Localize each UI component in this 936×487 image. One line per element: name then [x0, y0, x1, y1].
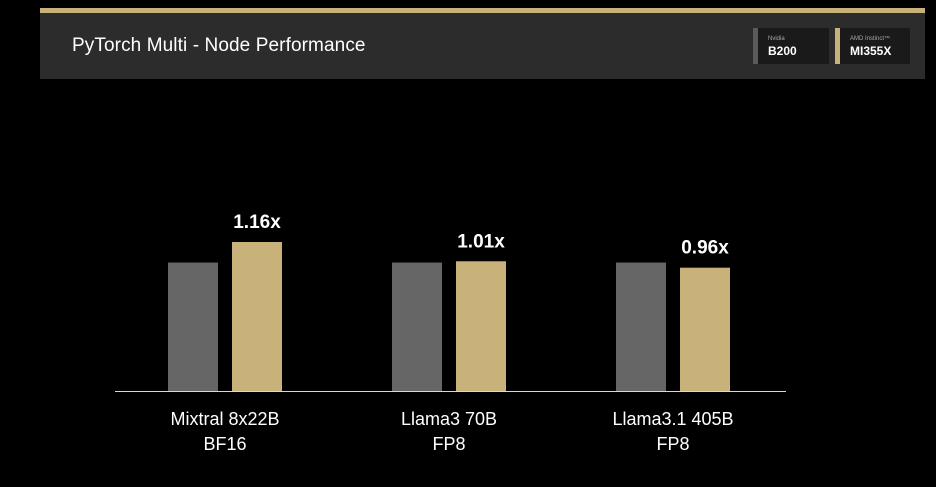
header-bar: PyTorch Multi - Node Performance Nvidia …	[40, 13, 925, 79]
data-label-0: 1.16x	[233, 212, 281, 233]
legend-swatch-mi355x	[835, 28, 840, 64]
category-precision-mixtral: BF16	[203, 434, 247, 454]
legend-swatch-b200	[753, 28, 758, 64]
category-precision-llama3-70b: FP8	[432, 434, 466, 454]
category-precision-llama31-405b: FP8	[656, 434, 690, 454]
page-title: PyTorch Multi - Node Performance	[72, 35, 366, 56]
legend-vendor-mi355x: AMD Instinct™	[850, 36, 891, 42]
legend-product-mi355x: MI355X	[850, 44, 892, 58]
bar-b200-2	[616, 262, 666, 391]
category-label-llama3-70b: Llama3 70B FP8	[349, 407, 549, 457]
category-label-llama31-405b: Llama3.1 405B FP8	[573, 407, 773, 457]
bar-b200-0	[168, 262, 218, 391]
bar-mi355x-2	[680, 267, 730, 391]
category-label-mixtral: Mixtral 8x22B BF16	[125, 407, 325, 457]
legend-product-b200: B200	[768, 44, 797, 58]
legend-item-mi355x: AMD Instinct™ MI355X	[835, 28, 910, 64]
legend-item-b200: Nvidia B200	[753, 28, 829, 64]
bar-b200-1	[392, 262, 442, 391]
data-label-1: 1.01x	[457, 231, 505, 252]
data-label-2: 0.96x	[681, 238, 729, 259]
category-model-llama3-70b: Llama3 70B	[400, 409, 498, 429]
bar-mi355x-0	[232, 242, 282, 391]
legend-vendor-b200: Nvidia	[768, 36, 785, 42]
bar-mi355x-1	[456, 261, 506, 391]
category-model-mixtral: Mixtral 8x22B	[170, 409, 280, 429]
header-accent-line	[40, 8, 925, 13]
category-model-llama31-405b: Llama3.1 405B	[612, 409, 734, 429]
